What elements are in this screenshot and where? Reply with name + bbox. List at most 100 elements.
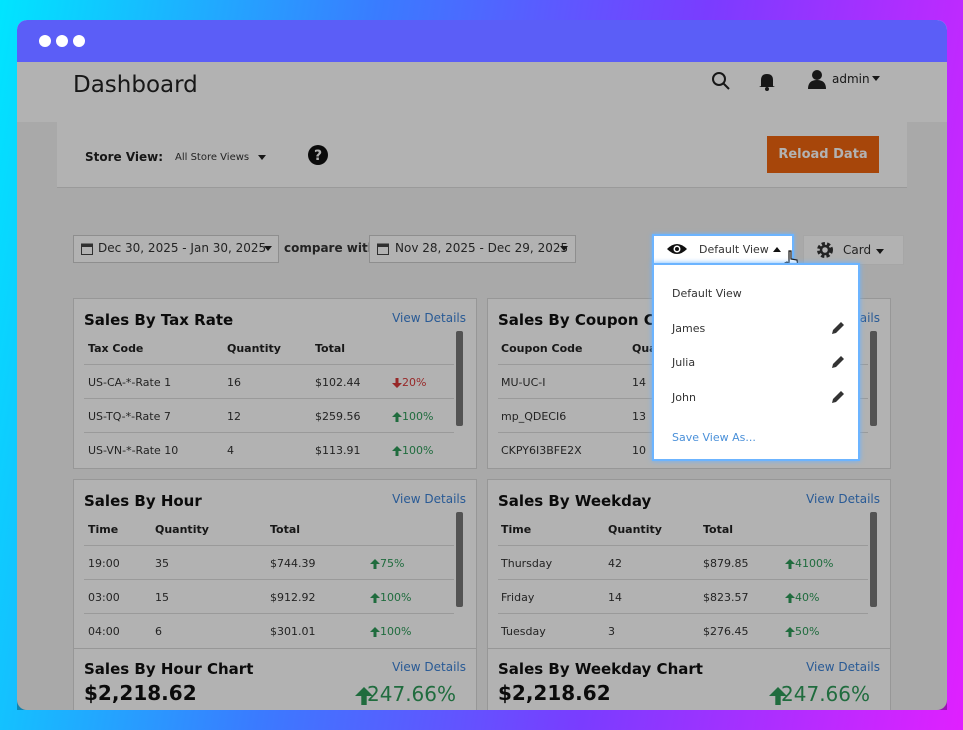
header: Dashboard admin xyxy=(17,62,947,122)
column-header: Total xyxy=(703,523,734,536)
table-cell: $102.44 xyxy=(315,376,361,389)
eye-icon xyxy=(667,244,687,254)
calendar-icon xyxy=(81,243,93,255)
table-cell: $823.57 xyxy=(703,591,749,604)
reload-button[interactable]: Reload Data xyxy=(767,136,879,173)
view-details-link[interactable]: View Details xyxy=(392,660,466,674)
edit-icon[interactable] xyxy=(830,390,845,405)
arrow-up xyxy=(785,627,795,637)
table-cell: 14 xyxy=(608,591,622,604)
table-cell: 14 xyxy=(632,376,646,389)
title-bar xyxy=(17,20,947,62)
view-details-link[interactable]: View Details xyxy=(806,660,880,674)
table-cell: $276.45 xyxy=(703,625,749,638)
date-range-picker[interactable]: Dec 30, 2025 - Jan 30, 2025 xyxy=(73,235,279,263)
view-menu-item[interactable]: Default View xyxy=(672,287,742,300)
arrow-up xyxy=(370,593,380,603)
table-cell: Thursday xyxy=(501,557,553,570)
row-separator xyxy=(498,545,868,546)
table-cell: 42 xyxy=(608,557,622,570)
card-title: Sales By Hour xyxy=(84,492,202,510)
caret-up xyxy=(773,247,781,252)
change-value: 100% xyxy=(380,591,412,604)
table-cell: $113.91 xyxy=(315,444,361,457)
change-value: 20% xyxy=(402,376,427,389)
arrow-up xyxy=(785,559,795,569)
table-cell: 03:00 xyxy=(88,591,120,604)
compare-label: compare with xyxy=(284,241,377,255)
change-value: 75% xyxy=(380,557,405,570)
edit-icon[interactable] xyxy=(830,321,845,336)
view-details-link[interactable]: View Details xyxy=(806,492,880,506)
table-cell: 35 xyxy=(155,557,169,570)
table-cell: $879.85 xyxy=(703,557,749,570)
table-cell: 15 xyxy=(155,591,169,604)
arrow-up xyxy=(769,687,787,705)
scrollbar xyxy=(456,331,463,426)
card-title: Sales By Hour Chart xyxy=(84,660,254,678)
table-cell: MU-UC-I xyxy=(501,376,546,389)
table-card: Sales By Weekday View Details Time Quantity… xyxy=(487,479,891,650)
column-header: Time xyxy=(501,523,532,536)
save-view-as[interactable]: Save View As... xyxy=(672,431,756,444)
column-header: Time xyxy=(88,523,119,536)
change-value: 50% xyxy=(795,625,820,638)
row-separator xyxy=(84,579,454,580)
view-menu-item[interactable]: Julia xyxy=(672,356,696,370)
table-cell: 12 xyxy=(227,410,241,423)
chart-card: Sales By Hour Chart View Details $2,218.62… xyxy=(73,648,477,710)
card-title: Sales By Tax Rate xyxy=(84,311,234,329)
table-cell: 19:00 xyxy=(88,557,120,570)
view-menu-item[interactable]: James xyxy=(672,321,706,335)
table-cell: US-CA-*-Rate 1 xyxy=(88,376,172,389)
calendar-icon xyxy=(377,243,389,255)
view-details-link[interactable]: View Details xyxy=(392,492,466,506)
column-header: Tax Code xyxy=(88,342,144,355)
table-cell: 16 xyxy=(227,376,241,389)
caret xyxy=(876,249,884,254)
user-icon[interactable] xyxy=(807,69,827,89)
view-menu-item[interactable]: John xyxy=(672,391,696,405)
help-icon[interactable]: ? xyxy=(308,145,328,165)
compare-range-picker[interactable]: Nov 28, 2025 - Dec 29, 2025 xyxy=(369,235,576,263)
column-header: Total xyxy=(315,342,346,355)
page-title: Dashboard xyxy=(73,72,198,98)
table-cell: $744.39 xyxy=(270,557,316,570)
arrow-up xyxy=(785,593,795,603)
view-details-link[interactable]: View Details xyxy=(392,311,466,325)
view-menu: Save View As... Default View James Julia Jo… xyxy=(652,263,860,461)
bell-icon[interactable] xyxy=(758,71,776,91)
user-name[interactable]: admin xyxy=(832,72,870,86)
svg-text:?: ? xyxy=(314,148,322,164)
chart-card: Sales By Weekday Chart View Details $2,218… xyxy=(487,648,891,710)
view-select[interactable]: Default View xyxy=(652,234,794,265)
change-value: 100% xyxy=(402,410,434,423)
search-icon[interactable] xyxy=(711,71,731,91)
table-cell: 10 xyxy=(632,444,646,457)
change-value: 100% xyxy=(380,625,412,638)
table-cell: 6 xyxy=(155,625,162,638)
edit-icon[interactable] xyxy=(830,355,845,370)
scrollbar xyxy=(456,512,463,607)
change-value: 247.66% xyxy=(781,682,870,706)
browser-window: Dashboard admin Store View: All Store Vi… xyxy=(17,20,947,710)
card-title: Sales By Coupon Code xyxy=(498,311,686,329)
row-separator xyxy=(498,579,868,580)
window-dot xyxy=(73,35,85,47)
total-value: $2,218.62 xyxy=(498,681,611,705)
caret xyxy=(264,246,272,251)
table-cell: Friday xyxy=(501,591,535,604)
arrow-down xyxy=(392,378,402,388)
table-cell: CKPY6I3BFE2X xyxy=(501,444,582,457)
scrollbar xyxy=(870,512,877,607)
card-title: Sales By Weekday xyxy=(498,492,652,510)
table-cell: mp_QDECI6 xyxy=(501,410,567,423)
store-view-select[interactable]: All Store Views xyxy=(175,152,250,163)
scrollbar xyxy=(870,331,877,426)
table-cell: 04:00 xyxy=(88,625,120,638)
row-separator xyxy=(84,613,454,614)
table-cell: $301.01 xyxy=(270,625,316,638)
arrow-up xyxy=(392,446,402,456)
column-header: Total xyxy=(270,523,301,536)
